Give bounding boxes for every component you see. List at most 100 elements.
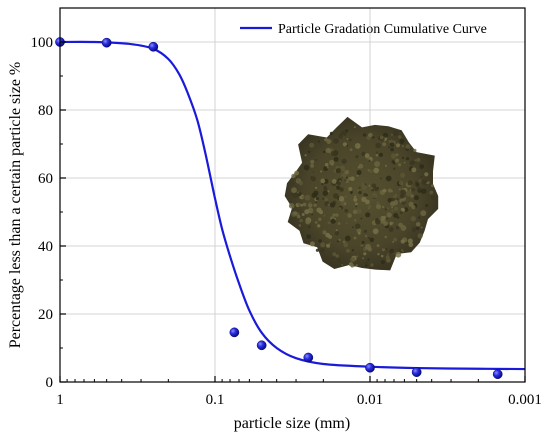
soil-grain: [351, 249, 354, 252]
soil-grain: [300, 203, 303, 207]
soil-grain: [402, 250, 404, 253]
soil-grain: [415, 182, 420, 187]
soil-grain: [334, 231, 340, 236]
soil-grain: [341, 264, 344, 266]
soil-grain: [420, 226, 423, 229]
soil-grain: [421, 179, 428, 186]
soil-grain: [414, 159, 417, 162]
y-axis-title: Percentage less than a certain particle …: [7, 62, 24, 349]
soil-grain: [329, 202, 336, 208]
soil-grain: [389, 221, 393, 226]
soil-grain: [327, 221, 331, 225]
soil-grain: [381, 205, 385, 209]
y-axis: 0 20 40 60 80 100: [31, 35, 66, 391]
soil-grain: [303, 164, 310, 171]
soil-grain: [371, 183, 377, 189]
soil-grain: [308, 201, 311, 204]
soil-grain: [310, 159, 315, 164]
soil-grain: [384, 235, 388, 239]
soil-grain: [375, 219, 381, 225]
soil-grain: [361, 196, 367, 203]
data-point: [411, 367, 422, 377]
soil-grain: [346, 138, 349, 140]
soil-grain: [353, 265, 356, 267]
soil-grain: [350, 263, 355, 268]
soil-grain: [302, 202, 307, 207]
soil-grain: [322, 190, 328, 196]
soil-grain: [294, 170, 299, 176]
soil-grain: [411, 205, 416, 210]
soil-grain: [374, 161, 380, 167]
soil-grain: [380, 220, 385, 224]
soil-grain: [325, 147, 331, 153]
soil-grain: [353, 236, 357, 240]
soil-grain: [387, 188, 392, 193]
x-axis: 1 0.1 0.01 0.001: [56, 376, 542, 408]
soil-grain: [344, 208, 349, 213]
soil-grain: [311, 213, 314, 216]
soil-grain: [329, 159, 335, 166]
soil-grain: [424, 172, 429, 177]
soil-grain: [308, 203, 313, 208]
soil-grain: [388, 227, 394, 232]
soil-grain: [337, 222, 341, 225]
data-point: [492, 369, 503, 380]
soil-grain: [350, 176, 355, 181]
soil-grain: [344, 170, 350, 175]
soil-grain: [298, 181, 304, 186]
soil-grain: [405, 157, 410, 161]
soil-grain: [355, 202, 358, 206]
soil-grain: [356, 255, 358, 258]
soil-grain: [323, 187, 328, 192]
soil-grain: [409, 160, 415, 166]
soil-grain: [385, 257, 391, 263]
soil-grain: [411, 227, 417, 232]
y-tick-label: 60: [38, 171, 53, 187]
soil-grain: [327, 203, 331, 207]
soil-grain: [360, 217, 363, 220]
soil-grain: [391, 197, 395, 202]
soil-grain: [332, 252, 337, 256]
soil-grain: [291, 173, 296, 179]
soil-grain: [367, 258, 370, 261]
soil-grain: [335, 254, 340, 258]
soil-grain: [418, 216, 421, 219]
soil-grain: [395, 153, 399, 157]
soil-grain: [419, 164, 425, 169]
soil-grain: [309, 241, 315, 247]
soil-grain: [292, 211, 298, 216]
soil-grain: [375, 204, 382, 210]
soil-grain: [288, 203, 295, 209]
soil-grain: [430, 195, 436, 200]
soil-grain: [391, 206, 394, 209]
soil-grain: [385, 175, 392, 182]
soil-grain: [304, 209, 310, 215]
data-point: [303, 352, 314, 363]
soil-grain: [333, 138, 339, 144]
soil-grain: [361, 151, 366, 157]
soil-grain: [414, 195, 419, 201]
soil-grain: [378, 152, 384, 157]
soil-grain: [348, 138, 352, 142]
soil-grain: [387, 207, 390, 210]
soil-grain: [326, 243, 331, 248]
soil-grain: [345, 235, 351, 242]
soil-grain: [327, 190, 330, 193]
soil-grain: [338, 207, 342, 210]
soil-grain: [336, 240, 339, 243]
soil-grain: [416, 226, 420, 230]
curve-layer: [60, 40, 525, 371]
soil-grain: [332, 213, 336, 217]
soil-grain: [398, 135, 402, 139]
soil-grain: [364, 153, 370, 159]
soil-grain: [363, 229, 367, 233]
soil-grain: [376, 244, 380, 248]
soil-grain: [386, 212, 392, 218]
soil-grain: [315, 248, 319, 252]
soil-grain: [336, 185, 341, 190]
soil-grain: [383, 248, 386, 251]
soil-grain: [324, 163, 329, 167]
soil-grain: [361, 240, 365, 244]
soil-grain: [369, 237, 375, 243]
y-tick-label: 80: [38, 103, 53, 119]
